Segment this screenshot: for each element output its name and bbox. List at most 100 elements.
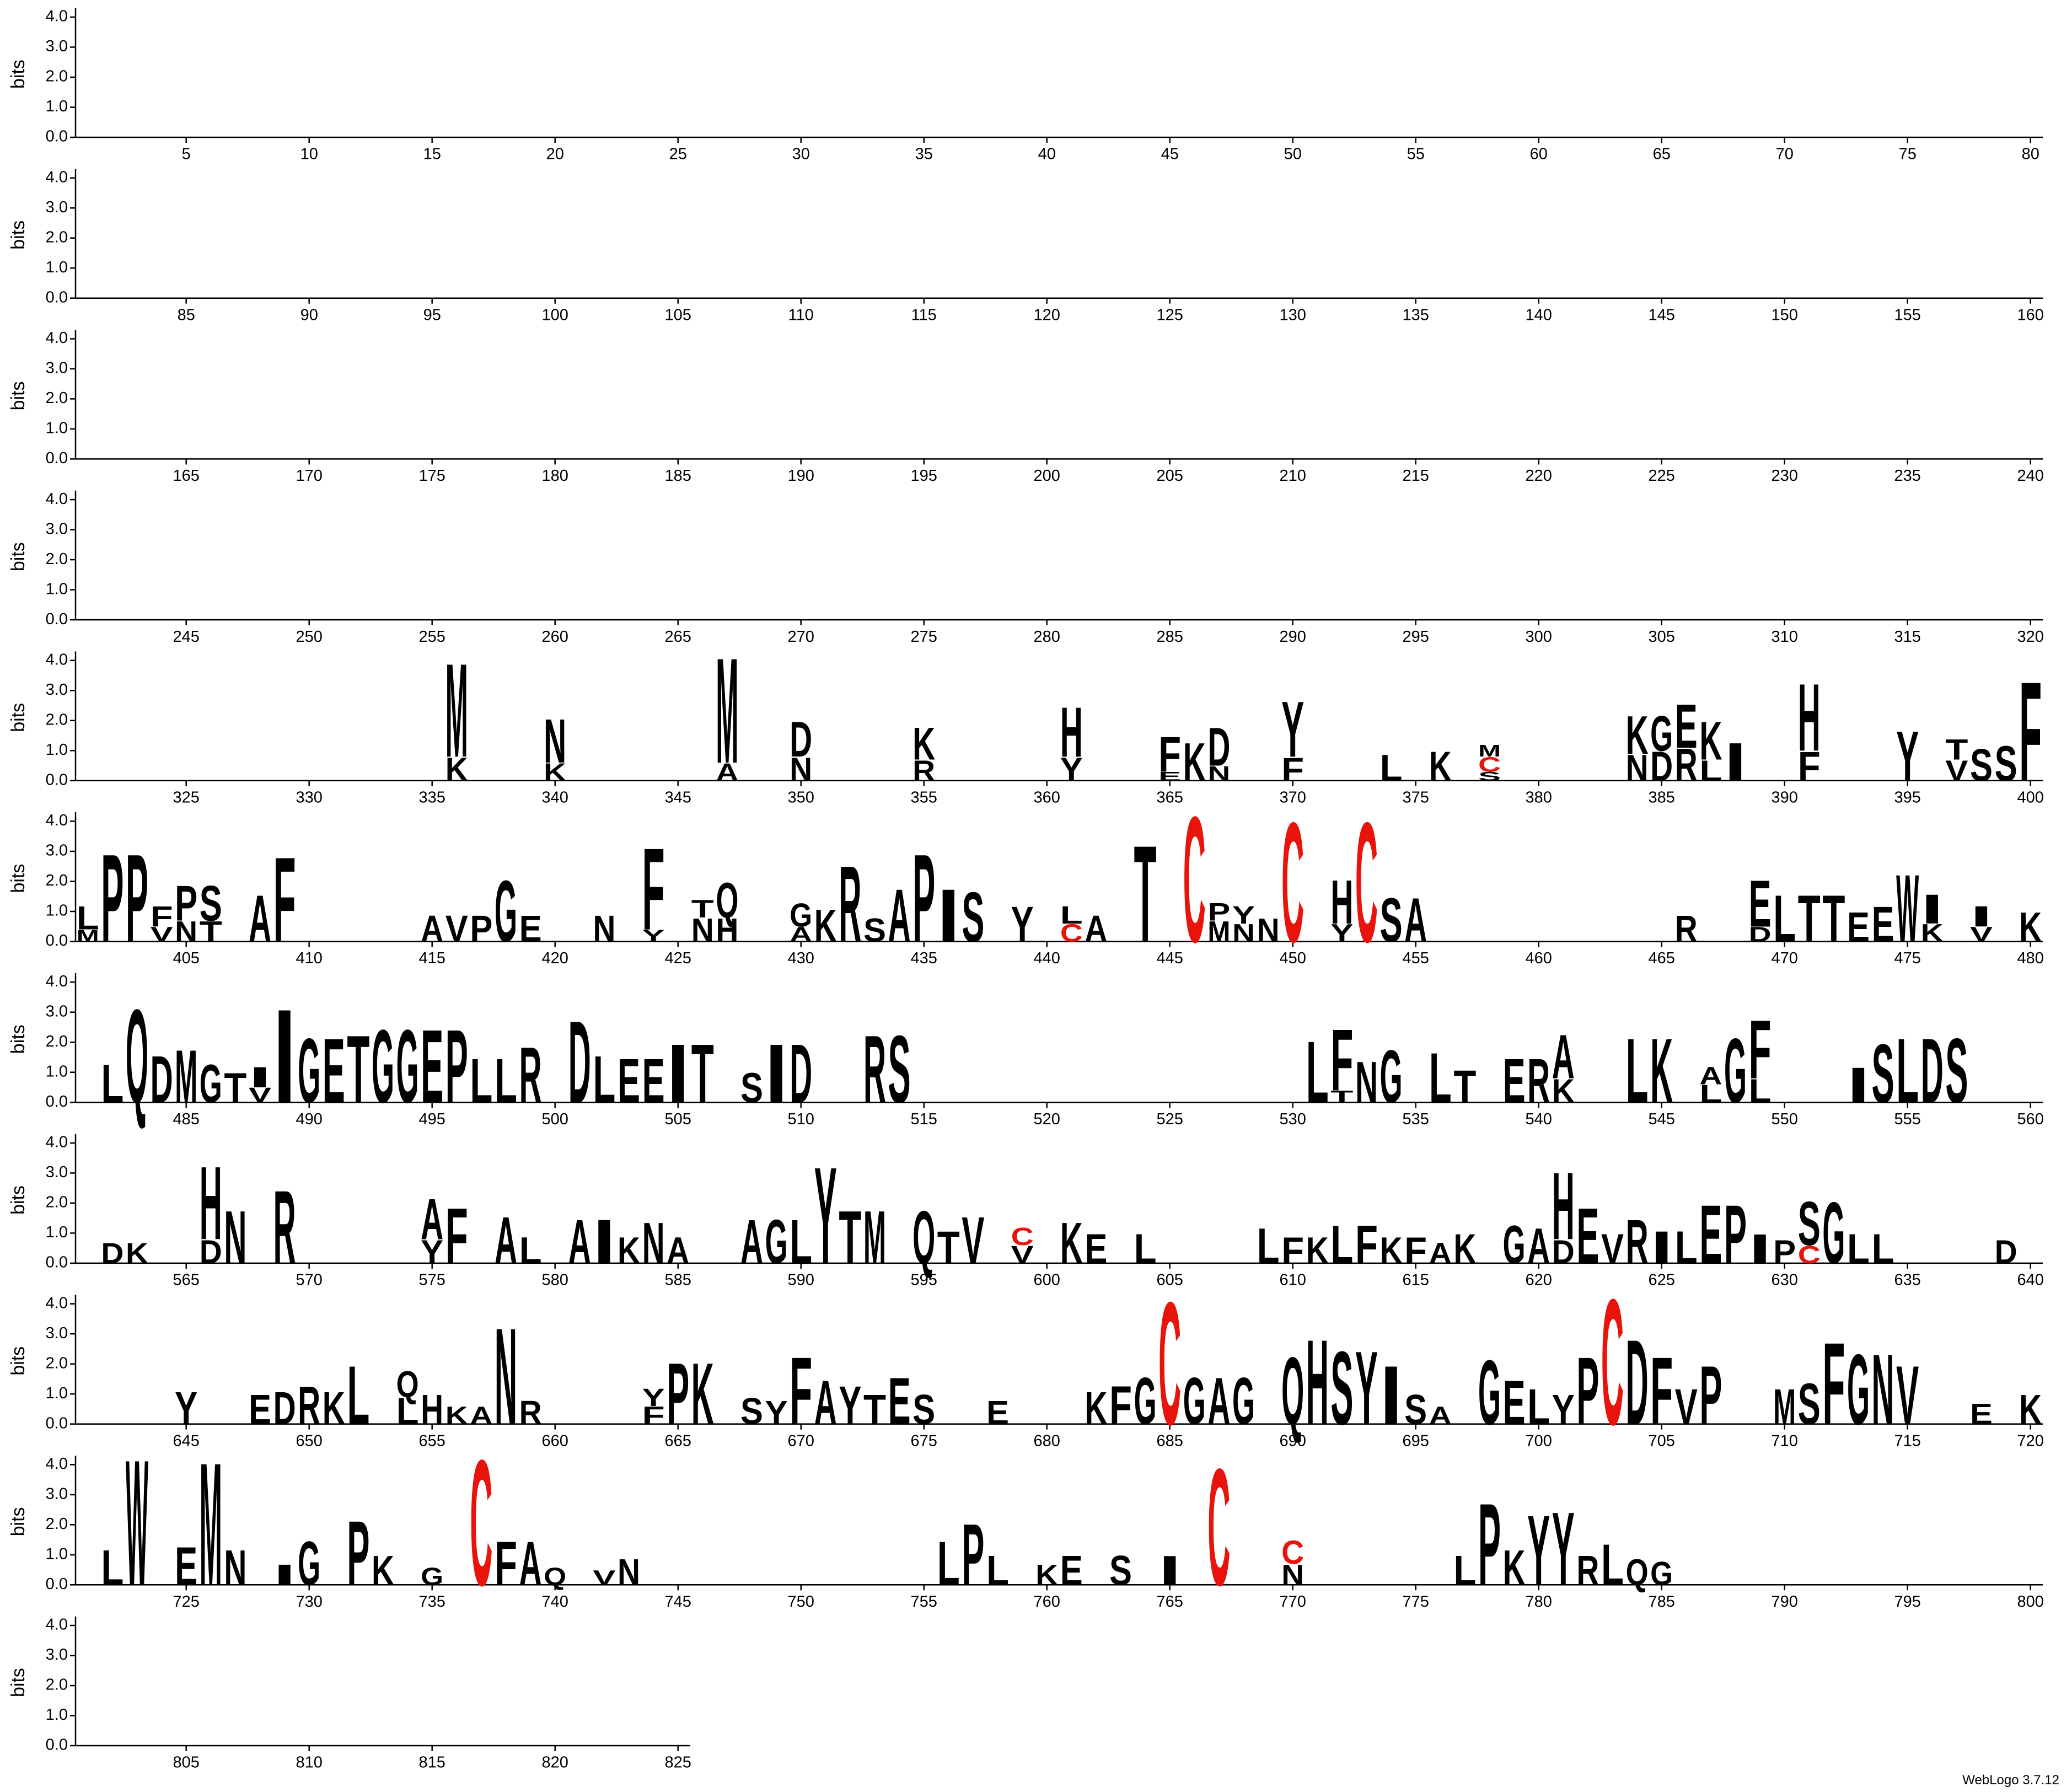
x-tick-label: 80 [2022, 146, 2039, 163]
x-tick-label: 320 [2017, 628, 2044, 646]
x-tick-label: 210 [1280, 467, 1306, 485]
x-tick-label: 125 [1157, 306, 1183, 324]
logo-letter: N [495, 1300, 517, 1453]
x-tick-label: 105 [665, 306, 691, 324]
x-tick-label: 250 [296, 628, 323, 646]
x-tick-label: 110 [788, 306, 814, 324]
logo-letter: I [937, 874, 960, 958]
logo-letter: C [1281, 1533, 1304, 1571]
x-tick-label: 310 [1772, 628, 1798, 646]
y-tick-label: 3.0 [46, 681, 68, 699]
logo-letter: F [1798, 743, 1821, 790]
x-tick-label: 265 [665, 628, 691, 646]
logo-letter: E [1158, 769, 1181, 783]
logo-letter: V [151, 923, 173, 946]
x-tick-label: 195 [911, 467, 937, 485]
x-tick-label: 540 [1526, 1110, 1552, 1128]
logo-letter: K [1650, 1020, 1673, 1122]
x-tick-label: 790 [1772, 1593, 1798, 1611]
logo-letter: M [1773, 1380, 1796, 1435]
logo-letter: D [568, 997, 591, 1128]
logo-letter: S [1995, 736, 2017, 792]
logo-letter: G [1847, 1334, 1870, 1446]
x-tick-label: 435 [911, 949, 937, 967]
x-tick-label: 590 [788, 1271, 814, 1289]
logo-letter: F [1330, 1012, 1353, 1109]
y-tick-label: 2.0 [46, 389, 68, 407]
x-tick-label: 160 [2017, 306, 2044, 324]
x-tick-label: 260 [542, 628, 568, 646]
logo-letter: L [1847, 1226, 1870, 1272]
y-tick-label: 3.0 [46, 37, 68, 55]
logo-letter: P [347, 1503, 369, 1605]
logo-letter: K [1699, 711, 1722, 771]
logo-letter: E [323, 1020, 345, 1122]
y-tick-label: 0.0 [46, 610, 68, 628]
x-tick-label: 385 [1649, 788, 1675, 806]
x-tick-label: 675 [911, 1432, 937, 1450]
logo-letter: F [1355, 1215, 1378, 1275]
logo-letter: Q [396, 1364, 419, 1405]
logo-letter: A [1699, 1062, 1722, 1090]
x-tick-label: 60 [1530, 146, 1548, 163]
logo-letter: D [1995, 1233, 2017, 1270]
logo-letter: R [1675, 908, 1698, 950]
logo-letter: K [1503, 1540, 1526, 1596]
x-tick-label: 720 [2017, 1432, 2044, 1450]
x-tick-label: 725 [173, 1593, 200, 1611]
x-tick-label: 450 [1280, 949, 1306, 967]
logo-letter: N [1207, 762, 1230, 785]
x-tick-label: 630 [1772, 1271, 1798, 1289]
logo-letter: L [1872, 1226, 1894, 1272]
x-tick-label: 480 [2017, 949, 2044, 967]
logo-letter: A [495, 1203, 517, 1278]
x-tick-label: 145 [1649, 306, 1675, 324]
logo-letter: E [642, 1045, 665, 1115]
logo-letter: C [1281, 786, 1304, 978]
logo-letter: L [470, 1045, 492, 1115]
logo-letter: H [1306, 1316, 1329, 1451]
x-tick-label: 820 [542, 1754, 568, 1772]
logo-letter: R [1626, 1206, 1649, 1276]
logo-letter: P [1207, 898, 1230, 926]
logo-letter: V [962, 1203, 984, 1278]
x-tick-label: 90 [300, 306, 318, 324]
x-tick-label: 665 [665, 1432, 691, 1450]
logo-letter: L [1699, 1080, 1722, 1108]
logo-letter: E [1847, 904, 1870, 950]
logo-letter: Q [1281, 1338, 1304, 1445]
logo-letter: T [691, 895, 714, 923]
logo-letter: C [1478, 753, 1501, 776]
logo-letter: G [1724, 1020, 1747, 1122]
logo-letter: Y [642, 926, 665, 945]
logo-letter: F [1109, 1375, 1132, 1436]
x-tick-label: 510 [788, 1110, 814, 1128]
y-tick-label: 3.0 [46, 360, 68, 377]
x-tick-label: 765 [1157, 1593, 1183, 1611]
logo-letter: H [1552, 1152, 1575, 1260]
y-tick-label: 0.0 [46, 932, 68, 949]
y-tick-label: 1.0 [46, 580, 68, 598]
logo-letter: E [1060, 1547, 1083, 1594]
logo-letter: C [1183, 780, 1206, 980]
logo-letter: V [1601, 1226, 1624, 1272]
logo-letter: Y [175, 1383, 197, 1434]
x-tick-label: 770 [1280, 1593, 1306, 1611]
x-tick-label: 240 [2017, 467, 2044, 485]
y-tick-label: 4.0 [46, 8, 68, 25]
logo-letter: E [986, 1394, 1009, 1431]
x-tick-label: 695 [1403, 1432, 1429, 1450]
logo-letter: A [888, 874, 911, 958]
logo-letter: G [495, 863, 517, 961]
logo-letter: V [1011, 1241, 1034, 1269]
y-tick-label: 0.0 [46, 449, 68, 467]
logo-letter: N [224, 1196, 246, 1280]
logo-letter: G [1134, 1363, 1157, 1438]
x-tick-label: 165 [173, 467, 200, 485]
x-tick-label: 315 [1894, 628, 1921, 646]
logo-letter: W [126, 1423, 148, 1624]
logo-letter: I [1724, 732, 1747, 793]
x-tick-label: 730 [296, 1593, 323, 1611]
x-tick-label: 335 [419, 788, 445, 806]
logo-letter: A [1552, 1022, 1575, 1092]
